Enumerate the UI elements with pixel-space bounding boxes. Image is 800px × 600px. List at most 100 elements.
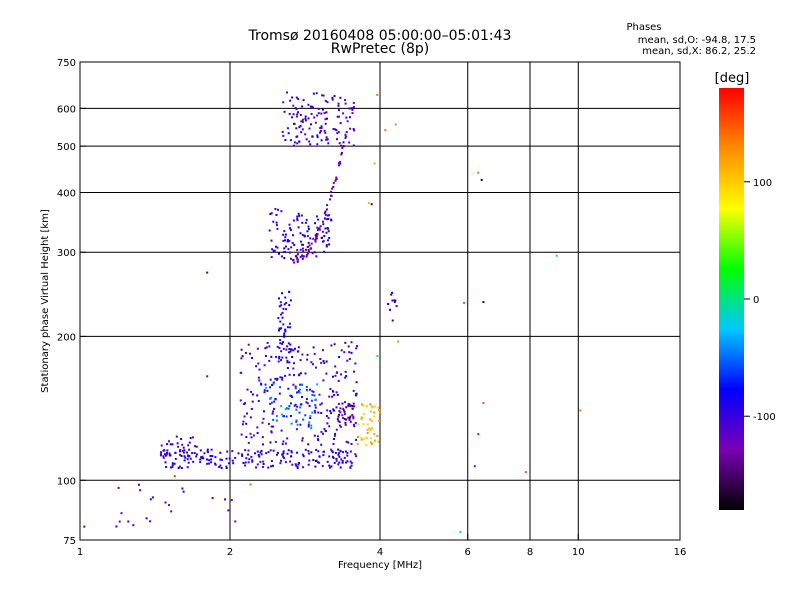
data-point [310,242,313,245]
data-point [276,345,279,348]
data-point [206,458,208,461]
data-point [323,212,326,215]
data-point [304,133,307,136]
data-point [267,451,270,454]
data-point [288,348,291,350]
data-point [370,420,373,422]
data-point [275,214,278,216]
data-point [299,124,302,127]
data-points [83,91,582,533]
data-point [347,416,350,419]
data-point [306,353,309,356]
data-point [335,459,338,462]
data-point [363,437,365,440]
data-point [179,450,181,453]
data-point [353,129,356,132]
data-point [333,409,335,412]
data-point [331,98,334,101]
data-point [211,455,214,457]
data-point [328,464,331,467]
data-point [325,138,328,141]
data-point [276,227,279,230]
data-point [278,297,280,300]
data-point [275,355,277,358]
data-point [325,136,328,139]
data-point [337,402,340,405]
data-point [334,365,337,368]
data-point [477,433,480,435]
data-point [337,448,340,451]
data-point [292,234,294,237]
data-point [298,373,301,376]
data-point [188,441,191,444]
data-point [269,402,272,405]
data-point [301,105,304,108]
data-point [524,471,527,474]
data-point [189,457,192,460]
data-point [394,123,397,126]
data-point [297,390,300,393]
data-point [308,140,311,143]
data-point [263,391,266,394]
data-point [224,498,226,501]
y-tick-label: 300 [57,248,76,259]
data-point [289,228,292,231]
data-point [225,457,228,460]
data-point [277,360,280,363]
data-point [306,230,309,233]
data-point [321,349,324,352]
data-point [284,408,287,411]
data-point [353,425,356,428]
data-point [333,128,336,131]
data-point [317,461,319,464]
data-point [272,249,275,252]
data-point [210,448,213,451]
data-point [344,370,347,373]
data-point [183,455,186,458]
data-point [309,414,312,417]
data-point [335,391,338,394]
chart-title: Tromsø 20160408 05:00:00–05:01:43 [248,28,512,44]
data-point [274,397,277,400]
data-point [352,128,355,130]
data-point [323,250,326,253]
data-point [300,120,303,123]
data-point [477,171,480,174]
data-point [353,370,356,373]
data-point [338,424,341,427]
data-point [320,412,323,414]
data-point [344,341,347,344]
data-point [281,311,284,314]
x-tick-label: 2 [227,547,233,558]
data-point [330,344,333,347]
data-point [344,423,347,426]
data-point [195,455,198,458]
data-point [288,361,291,364]
data-point [344,133,347,136]
data-point [139,489,142,492]
data-point [290,451,293,454]
data-point [327,230,330,233]
data-point [219,451,222,454]
y-axis-label: Stationary phase Virtual Height [km] [40,209,51,393]
data-point [362,404,365,407]
data-point [346,451,349,454]
data-point [355,381,358,384]
data-point [292,113,295,116]
data-point [251,459,254,462]
data-point [321,236,323,239]
data-point [324,118,327,121]
data-point [352,101,355,104]
data-point [284,250,287,253]
data-point [289,415,292,417]
data-point [320,112,323,115]
data-point [361,403,363,406]
data-point [214,463,217,466]
data-point [287,387,290,390]
data-point [162,456,165,459]
data-point [280,350,283,353]
data-point [195,445,198,448]
data-point [367,202,370,205]
data-point [272,464,274,467]
data-point [307,225,310,228]
